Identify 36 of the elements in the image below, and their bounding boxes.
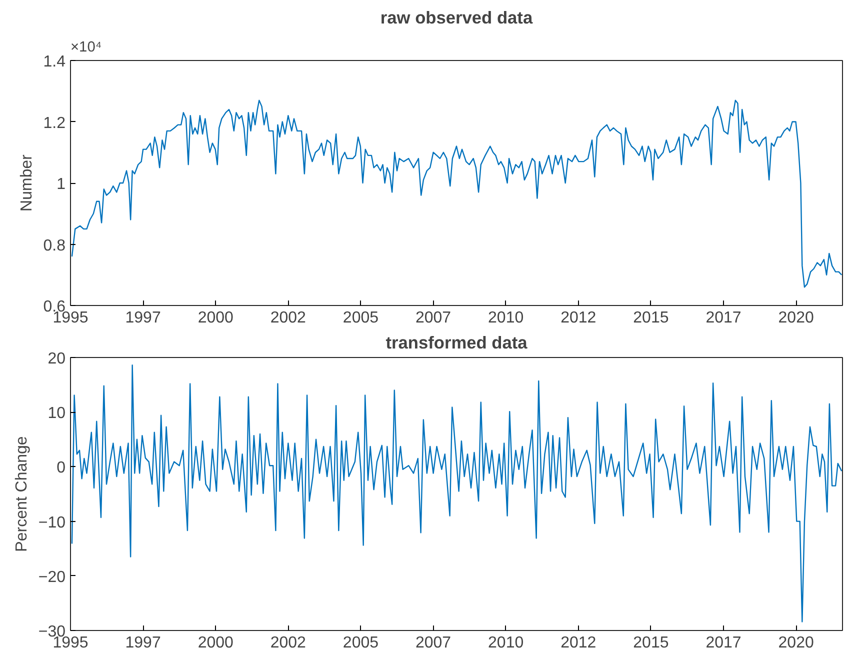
x-tick-label: 2010 bbox=[488, 310, 524, 326]
x-tick-label: 2000 bbox=[198, 310, 234, 326]
x-tick-label: 2002 bbox=[270, 634, 306, 652]
x-tick-label: 2017 bbox=[706, 634, 742, 652]
y-axis-title: Number bbox=[18, 154, 36, 212]
x-tick-label: 2007 bbox=[415, 310, 452, 326]
x-tick-label: 2007 bbox=[415, 634, 452, 652]
chart-title: raw observed data bbox=[380, 8, 533, 28]
x-tick-label: 2005 bbox=[342, 634, 379, 652]
line-series bbox=[71, 364, 842, 622]
chart-title: transformed data bbox=[386, 332, 528, 352]
x-tick-label: 2015 bbox=[633, 634, 669, 652]
y-tick-label: 1.4 bbox=[43, 54, 66, 70]
x-tick-label: 2000 bbox=[198, 634, 234, 652]
x-tick-label: 2015 bbox=[633, 310, 669, 326]
y-tick-label: 0 bbox=[56, 460, 66, 477]
x-tick-label: 1997 bbox=[125, 634, 161, 652]
y-tick-label: 1.2 bbox=[43, 114, 66, 132]
x-tick-label: 2002 bbox=[270, 310, 306, 326]
x-tick-label: 2012 bbox=[560, 310, 596, 326]
x-tick-label: 2017 bbox=[706, 310, 742, 326]
y-tick-label: −10 bbox=[38, 514, 66, 532]
x-tick-label: 2020 bbox=[778, 310, 814, 326]
x-tick-label: 2005 bbox=[342, 310, 379, 326]
x-tick-label: 2010 bbox=[488, 634, 524, 652]
line-series bbox=[71, 100, 842, 288]
y-tick-label: 20 bbox=[48, 350, 66, 368]
x-tick-label: 2020 bbox=[778, 634, 814, 652]
x-tick-label: 1997 bbox=[125, 310, 161, 326]
y-tick-label: 0.8 bbox=[43, 237, 66, 254]
text: ×10⁴ bbox=[70, 40, 102, 56]
y-axis-title: Percent Change bbox=[13, 436, 30, 552]
x-tick-label: 2012 bbox=[560, 634, 596, 652]
y-tick-label: 10 bbox=[48, 405, 66, 422]
y-tick-label: −20 bbox=[38, 568, 66, 586]
y-tick-label: 1 bbox=[56, 176, 66, 193]
